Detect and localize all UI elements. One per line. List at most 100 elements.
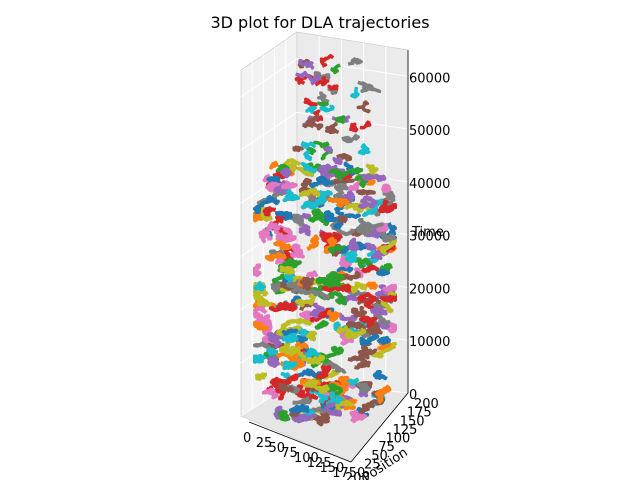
y-tick-label: 100 [386, 432, 411, 447]
trajectory [291, 413, 317, 424]
x-tick-label: 75 [281, 446, 298, 461]
trajectory [292, 395, 313, 406]
x-tick-label: 0 [243, 431, 251, 446]
trajectory [269, 376, 292, 389]
trajectory [347, 57, 363, 66]
z-tick-label: 40000 [409, 177, 450, 192]
trajectory [332, 177, 355, 186]
trajectory [375, 384, 392, 404]
trajectory [317, 291, 348, 306]
trajectory [314, 319, 329, 330]
y-tick-label: 125 [393, 423, 418, 438]
trajectory [327, 84, 339, 91]
trajectory [344, 254, 358, 263]
x-tick-label: 175 [332, 466, 357, 480]
trajectory [315, 76, 330, 87]
trajectory [305, 146, 317, 156]
trajectory [376, 335, 391, 345]
z-tick-label: 50000 [409, 124, 450, 139]
trajectory [279, 341, 301, 357]
trajectory [326, 271, 345, 283]
trajectory [298, 224, 311, 237]
trajectory [266, 222, 281, 232]
x-tick-label: 200 [345, 471, 370, 480]
trajectory [253, 195, 280, 215]
trajectory [282, 360, 298, 371]
trajectory [372, 370, 388, 381]
trajectory [363, 227, 387, 239]
trajectory [350, 305, 367, 318]
z-tick-label: 20000 [409, 282, 450, 297]
trajectory [324, 126, 340, 135]
trajectory [307, 208, 330, 227]
trajectory [279, 264, 296, 275]
trajectory [269, 160, 279, 170]
trajectory [338, 253, 352, 269]
trajectory [336, 264, 354, 273]
trajectory [305, 103, 317, 114]
y-axis-line [350, 392, 409, 463]
trajectory [311, 74, 321, 82]
trajectory [327, 236, 338, 247]
z-tick-label: 30000 [409, 230, 450, 245]
trajectory [274, 210, 293, 221]
trajectory [277, 410, 291, 422]
y-tick-label: 75 [378, 440, 395, 455]
trajectory [280, 227, 296, 244]
trajectory [306, 347, 321, 358]
trajectory [282, 188, 300, 203]
trajectory [280, 167, 292, 179]
trajectory [370, 306, 388, 317]
x-tick-label: 25 [256, 436, 273, 451]
trajectory [267, 355, 280, 368]
trajectory [356, 100, 371, 114]
trajectory [253, 353, 268, 364]
trajectory [285, 257, 302, 269]
trajectory [253, 287, 272, 309]
trajectory [270, 282, 281, 293]
trajectory [359, 402, 375, 415]
trajectory [317, 91, 330, 103]
trajectory [289, 403, 310, 414]
trajectory [300, 161, 318, 174]
trajectory [353, 257, 373, 269]
trajectory [319, 53, 335, 68]
trajectory [336, 152, 353, 162]
trajectory [305, 331, 318, 342]
trajectory [309, 302, 325, 319]
z-tick-label: 10000 [409, 335, 450, 350]
trajectory [339, 330, 355, 346]
trajectory [265, 385, 287, 401]
trajectory [279, 281, 295, 291]
trajectory [360, 264, 380, 274]
trajectory [359, 222, 384, 236]
trajectory [315, 276, 335, 288]
trajectory [298, 351, 325, 366]
trajectories [253, 53, 397, 427]
trajectory [315, 365, 332, 380]
trajectory [359, 315, 378, 329]
trajectory [349, 122, 359, 133]
trajectory [325, 345, 344, 359]
trajectory [375, 284, 391, 299]
x-tick-label: 100 [294, 451, 319, 466]
trajectory [295, 294, 316, 308]
trajectory [277, 382, 295, 393]
trajectory [348, 237, 360, 252]
trajectory [380, 295, 397, 303]
trajectory [365, 321, 383, 335]
y-tick-label: 200 [414, 397, 439, 412]
trajectory [324, 401, 342, 417]
trajectory [360, 83, 371, 93]
trajectory [357, 143, 371, 156]
trajectory [340, 241, 367, 254]
trajectory [303, 97, 319, 107]
trajectory [330, 63, 341, 75]
trajectory [298, 187, 321, 197]
trajectory [323, 361, 347, 374]
trajectory [350, 86, 360, 99]
trajectory [266, 331, 282, 349]
z-tick-label: 60000 [409, 71, 450, 86]
